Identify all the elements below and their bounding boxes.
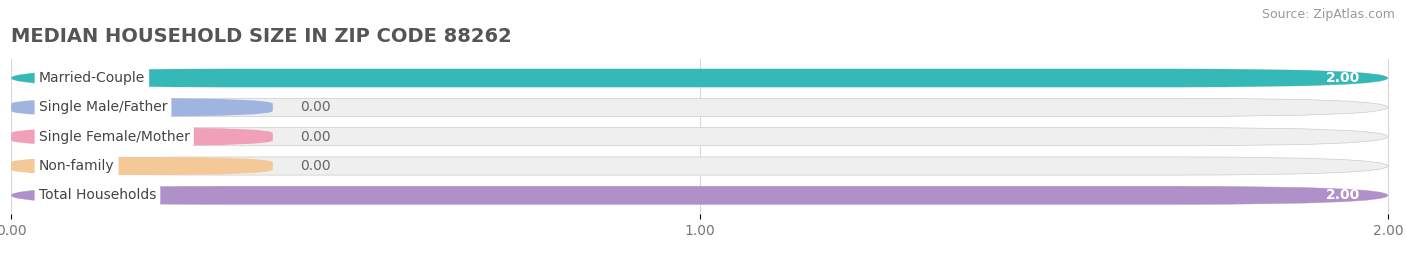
Text: MEDIAN HOUSEHOLD SIZE IN ZIP CODE 88262: MEDIAN HOUSEHOLD SIZE IN ZIP CODE 88262 xyxy=(11,27,512,46)
FancyBboxPatch shape xyxy=(11,69,1388,87)
Text: 0.00: 0.00 xyxy=(301,159,330,173)
Text: Non-family: Non-family xyxy=(39,159,114,173)
Text: 2.00: 2.00 xyxy=(1326,188,1361,202)
Text: Single Female/Mother: Single Female/Mother xyxy=(39,130,190,144)
FancyBboxPatch shape xyxy=(11,69,1388,87)
FancyBboxPatch shape xyxy=(11,186,1388,204)
Text: 0.00: 0.00 xyxy=(301,130,330,144)
FancyBboxPatch shape xyxy=(11,98,1388,116)
FancyBboxPatch shape xyxy=(11,98,273,116)
Text: Source: ZipAtlas.com: Source: ZipAtlas.com xyxy=(1261,8,1395,21)
FancyBboxPatch shape xyxy=(11,186,1388,204)
FancyBboxPatch shape xyxy=(11,128,273,146)
FancyBboxPatch shape xyxy=(11,128,1388,146)
FancyBboxPatch shape xyxy=(11,157,273,175)
FancyBboxPatch shape xyxy=(11,157,1388,175)
Text: 2.00: 2.00 xyxy=(1326,71,1361,85)
Text: Single Male/Father: Single Male/Father xyxy=(39,100,167,114)
Text: 0.00: 0.00 xyxy=(301,100,330,114)
Text: Married-Couple: Married-Couple xyxy=(39,71,145,85)
Text: Total Households: Total Households xyxy=(39,188,156,202)
